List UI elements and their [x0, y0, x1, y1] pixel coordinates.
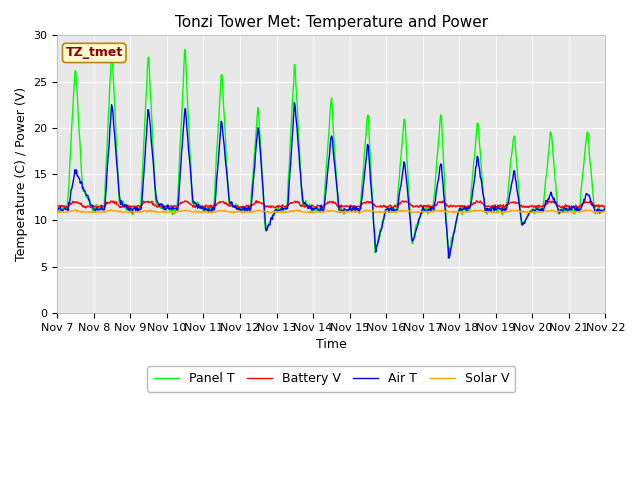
Battery V: [120, 203, 127, 208]
Panel T: [175, 161, 183, 167]
Line: Panel T: Panel T: [58, 49, 605, 258]
Battery V: [415, 204, 422, 210]
Solar V: [120, 209, 127, 215]
Air T: [120, 204, 127, 209]
Solar V: [602, 209, 609, 215]
Air T: [175, 185, 183, 191]
Air T: [602, 206, 609, 212]
Legend: Panel T, Battery V, Air T, Solar V: Panel T, Battery V, Air T, Solar V: [147, 366, 515, 392]
Air T: [399, 170, 406, 176]
Panel T: [120, 199, 127, 205]
Text: TZ_tmet: TZ_tmet: [66, 47, 123, 60]
X-axis label: Time: Time: [316, 338, 347, 351]
Solar V: [399, 209, 406, 215]
Solar V: [204, 210, 212, 216]
Line: Battery V: Battery V: [58, 201, 605, 209]
Y-axis label: Temperature (C) / Power (V): Temperature (C) / Power (V): [15, 87, 28, 261]
Air T: [54, 208, 61, 214]
Solar V: [582, 207, 589, 213]
Battery V: [204, 204, 212, 210]
Solar V: [307, 210, 314, 216]
Battery V: [54, 203, 61, 209]
Panel T: [181, 47, 189, 52]
Air T: [415, 217, 422, 223]
Panel T: [205, 208, 213, 214]
Battery V: [602, 204, 609, 210]
Panel T: [63, 202, 71, 207]
Battery V: [63, 205, 71, 211]
Line: Air T: Air T: [58, 103, 605, 258]
Panel T: [602, 205, 609, 211]
Panel T: [54, 205, 61, 211]
Air T: [63, 206, 71, 212]
Panel T: [399, 134, 406, 140]
Battery V: [490, 206, 498, 212]
Battery V: [399, 198, 406, 204]
Line: Solar V: Solar V: [58, 210, 605, 213]
Solar V: [415, 209, 422, 215]
Solar V: [175, 208, 183, 214]
Battery V: [175, 202, 183, 207]
Solar V: [54, 209, 61, 215]
Air T: [445, 255, 453, 261]
Panel T: [415, 222, 422, 228]
Title: Tonzi Tower Met: Temperature and Power: Tonzi Tower Met: Temperature and Power: [175, 15, 488, 30]
Solar V: [63, 209, 71, 215]
Air T: [204, 209, 212, 215]
Panel T: [444, 255, 452, 261]
Air T: [291, 100, 298, 106]
Battery V: [252, 198, 260, 204]
